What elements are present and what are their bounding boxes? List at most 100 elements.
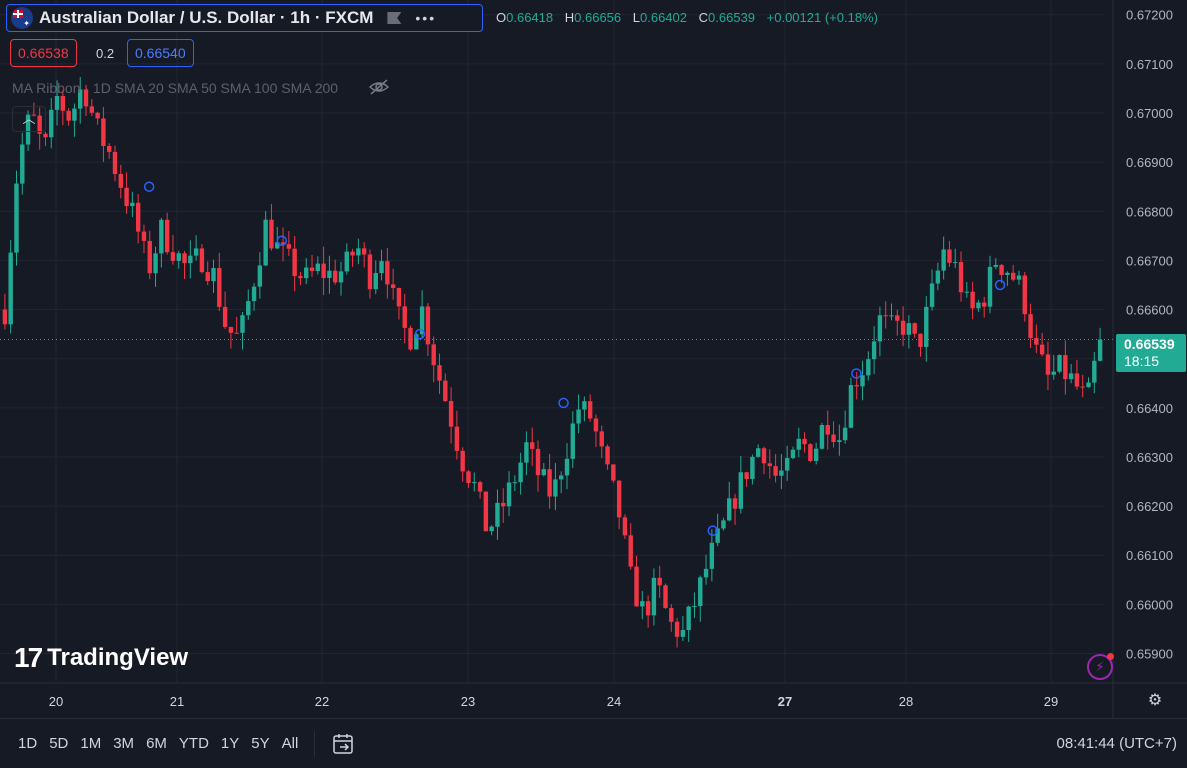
candle (837, 424, 842, 456)
candle (564, 443, 570, 490)
candle (964, 281, 970, 298)
candle (443, 373, 448, 403)
candle (112, 145, 118, 182)
candle (645, 595, 651, 628)
candle (1057, 354, 1062, 374)
candle (95, 111, 100, 125)
candle (773, 454, 778, 483)
y-tick-label: 0.66300 (1126, 450, 1173, 465)
candle (130, 191, 135, 217)
candle (263, 211, 268, 266)
bottom-toolbar: 1D 5D 1M 3M 6M YTD 1Y 5Y All 08:41:44 (UTC+7) (0, 718, 1187, 768)
candle (599, 425, 604, 459)
candle (25, 110, 31, 151)
candle (796, 427, 801, 458)
candle (982, 296, 987, 318)
more-options-icon[interactable]: ••• (415, 10, 437, 26)
candle (628, 523, 633, 570)
candle (448, 387, 454, 444)
candle (327, 255, 332, 294)
candle (987, 255, 993, 314)
ma-marker (994, 279, 1006, 291)
candle (883, 301, 888, 329)
candle (286, 231, 292, 256)
candle (570, 411, 575, 469)
range-button-all[interactable]: All (281, 735, 299, 752)
candle (124, 172, 129, 214)
date-range-calendar-icon[interactable] (331, 732, 355, 756)
candle (182, 250, 187, 279)
candle (582, 396, 587, 422)
high-value: 0.66656 (574, 10, 622, 25)
x-tick-label: 23 (461, 694, 475, 709)
candle (489, 525, 494, 536)
candle (309, 254, 315, 277)
last-price: 0.66539 (1124, 336, 1175, 352)
range-button-5d[interactable]: 5D (49, 735, 69, 752)
sell-price-button[interactable]: 0.66538 (10, 39, 77, 67)
candle (558, 471, 564, 494)
candle (72, 103, 77, 137)
x-tick-label: 28 (899, 694, 913, 709)
candle (402, 293, 407, 344)
symbol-header[interactable]: Australian Dollar / U.S. Dollar · 1h · F… (6, 4, 483, 32)
buy-price-button[interactable]: 0.66540 (127, 39, 194, 67)
y-tick-label: 0.66600 (1126, 303, 1173, 318)
candle (304, 257, 309, 285)
candle (315, 256, 321, 275)
range-button-6m[interactable]: 6M (146, 735, 167, 752)
candlestick-chart[interactable]: 0.67200 0.67100 0.67000 0.66900 0.66800 0.667… (0, 0, 1187, 718)
lightning-icon[interactable]: ⚡ (1087, 653, 1114, 680)
symbol-title[interactable]: Australian Dollar / U.S. Dollar · 1h · F… (39, 8, 374, 27)
bar-countdown: 18:15 (1124, 353, 1160, 369)
candle (66, 108, 71, 126)
candle (193, 235, 199, 261)
candle (819, 422, 825, 450)
candle (501, 488, 506, 523)
range-button-1d[interactable]: 1D (18, 735, 38, 752)
range-button-ytd[interactable]: YTD (178, 735, 209, 752)
candle (222, 291, 228, 329)
candle (373, 260, 378, 295)
candle (437, 353, 442, 394)
x-tick-label: 24 (607, 694, 621, 709)
candle (2, 293, 8, 330)
candle (454, 410, 460, 460)
range-button-1y[interactable]: 1Y (220, 735, 240, 752)
y-tick-label: 0.66900 (1126, 155, 1173, 170)
ohlc-readout: O0.66418 H0.66656 L0.66402 C0.66539 +0.0… (496, 10, 878, 25)
range-button-5y[interactable]: 5Y (251, 735, 270, 752)
candle (518, 452, 523, 495)
spread-value: 0.2 (96, 46, 115, 61)
candle (379, 249, 384, 281)
range-button-1m[interactable]: 1M (80, 735, 102, 752)
candle (842, 410, 848, 444)
candle (912, 322, 917, 338)
candle (390, 268, 396, 300)
candle (547, 453, 552, 509)
clock-readout[interactable]: 08:41:44 (UTC+7) (1056, 735, 1177, 752)
candle (854, 372, 859, 400)
candle (251, 283, 257, 311)
tradingview-logo[interactable]: 17 TradingView (14, 642, 188, 674)
y-tick-label: 0.66100 (1126, 548, 1173, 563)
tradingview-mark: 17 (14, 642, 43, 673)
candle (727, 481, 732, 522)
hide-eye-icon[interactable] (368, 78, 390, 96)
settings-gear-icon[interactable]: ⚙ (1147, 692, 1163, 709)
time-axis[interactable]: 20 21 22 23 24 27 28 29 (49, 694, 1058, 709)
low-value: 0.66402 (640, 10, 687, 25)
y-tick-label: 0.67200 (1126, 8, 1173, 23)
candle (587, 394, 593, 422)
candle (866, 351, 871, 381)
candle (808, 443, 813, 463)
candle (506, 471, 512, 517)
ma-ribbon-legend[interactable]: MA Ribbon · 1D SMA 20 SMA 50 SMA 100 SMA… (12, 80, 339, 96)
candle (611, 464, 616, 483)
range-button-3m[interactable]: 3M (113, 735, 135, 752)
candle (396, 287, 402, 320)
candle (332, 259, 338, 285)
tag-icon[interactable] (387, 12, 402, 24)
candle (159, 217, 164, 268)
collapse-legend-button[interactable]: ︿ (12, 106, 46, 132)
